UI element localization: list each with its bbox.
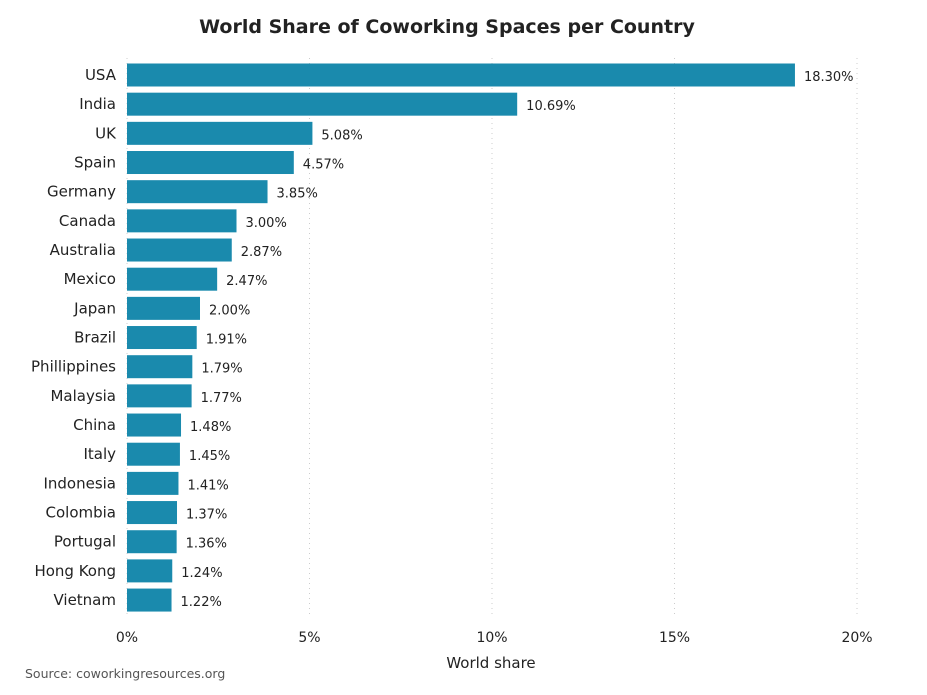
- data-label: 2.00%: [209, 303, 250, 318]
- data-label: 1.79%: [201, 362, 242, 377]
- data-label: 1.41%: [187, 478, 228, 493]
- category-label: USA: [85, 66, 117, 84]
- bar: [127, 238, 232, 262]
- data-label: 18.30%: [804, 70, 854, 85]
- bar: [127, 296, 200, 320]
- x-tick-label: 10%: [476, 630, 507, 646]
- bar: [127, 209, 237, 233]
- category-label: Malaysia: [50, 387, 116, 405]
- bar: [127, 588, 172, 612]
- data-label: 4.57%: [303, 158, 344, 173]
- category-label: Australia: [50, 241, 116, 259]
- data-label: 2.87%: [241, 245, 282, 260]
- category-label: Mexico: [64, 270, 116, 288]
- data-label: 1.36%: [186, 537, 227, 552]
- data-label: 1.22%: [181, 595, 222, 610]
- category-label: UK: [95, 124, 117, 142]
- category-label: India: [79, 95, 116, 113]
- category-label: Japan: [73, 299, 116, 317]
- data-label: 3.00%: [246, 216, 287, 231]
- data-label: 1.77%: [201, 391, 242, 406]
- bar: [127, 151, 294, 175]
- x-tick-label: 5%: [298, 630, 320, 646]
- bar: [127, 413, 182, 437]
- category-label: Spain: [74, 154, 116, 172]
- category-label: Canada: [59, 212, 116, 230]
- bar: [127, 530, 177, 554]
- bar: [127, 355, 193, 379]
- bar: [127, 559, 173, 583]
- category-label: Germany: [47, 183, 116, 201]
- data-label: 5.08%: [321, 128, 362, 143]
- data-label: 2.47%: [226, 274, 267, 289]
- data-label: 1.37%: [186, 508, 227, 523]
- data-label: 1.45%: [189, 449, 230, 464]
- category-label: Portugal: [54, 533, 116, 551]
- x-tick-label: 0%: [116, 630, 138, 646]
- category-label: Hong Kong: [34, 562, 116, 580]
- bar: [127, 326, 197, 350]
- data-label: 1.91%: [206, 333, 247, 348]
- data-label: 1.48%: [190, 420, 231, 435]
- category-label: China: [73, 416, 116, 434]
- category-label: Phillippines: [31, 358, 116, 376]
- bar: [127, 442, 180, 466]
- bar: [127, 471, 179, 495]
- bar: [127, 121, 313, 145]
- category-label: Vietnam: [53, 591, 116, 609]
- bar: [127, 92, 518, 116]
- category-label: Indonesia: [43, 474, 116, 492]
- x-tick-label: 20%: [841, 630, 872, 646]
- bar: [127, 63, 795, 87]
- source-note: Source: coworkingresources.org: [25, 666, 225, 681]
- x-tick-label: 15%: [659, 630, 690, 646]
- category-label: Italy: [83, 445, 116, 463]
- bar: [127, 267, 218, 291]
- x-axis-label: World share: [446, 654, 535, 672]
- data-label: 1.24%: [181, 566, 222, 581]
- bar: [127, 180, 268, 204]
- category-label: Colombia: [46, 504, 117, 522]
- data-label: 10.69%: [526, 99, 576, 114]
- data-label: 3.85%: [277, 187, 318, 202]
- category-label: Brazil: [74, 329, 116, 347]
- chart-title: World Share of Coworking Spaces per Coun…: [199, 16, 695, 38]
- bar: [127, 501, 178, 525]
- bar: [127, 384, 192, 408]
